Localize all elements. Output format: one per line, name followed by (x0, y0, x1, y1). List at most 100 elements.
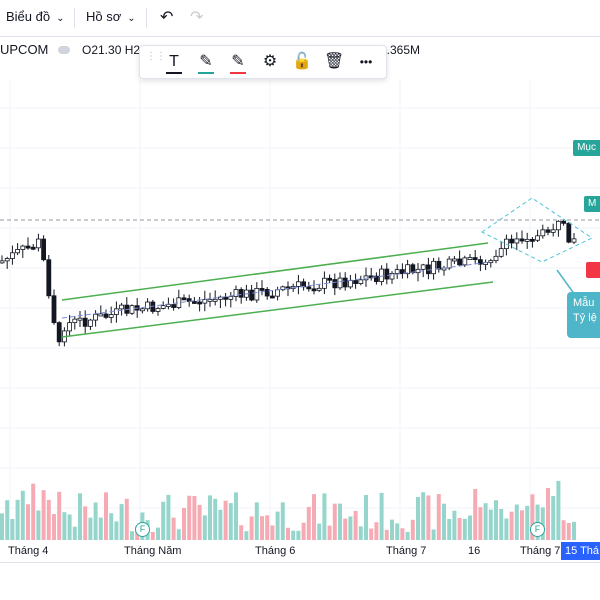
event-marker[interactable]: F (135, 522, 150, 537)
volume-bar (374, 522, 379, 540)
volume-bar (280, 502, 285, 540)
volume-bar (249, 516, 254, 540)
candle-body (82, 317, 88, 327)
candle-body (384, 268, 390, 280)
volume-bar (234, 492, 238, 540)
volume-bar (384, 529, 389, 540)
volume-bar (223, 500, 228, 540)
chart-grid (0, 80, 600, 540)
fill-color-icon[interactable]: ✎ (228, 52, 248, 74)
event-marker[interactable]: F (530, 522, 545, 537)
drawing-toolbar: ⋮⋮ T ✎ ✎ ⚙ 🔓 🗑 ••• (139, 45, 387, 79)
candle-body (15, 249, 21, 254)
volume-bar (239, 525, 244, 540)
text-tool-icon[interactable]: T (164, 52, 184, 74)
volume-bar (72, 526, 77, 540)
candle-body (275, 289, 281, 297)
candle-body (103, 313, 109, 318)
pattern-pointer-line (556, 269, 576, 296)
chart-menu-label: Biểu đồ (6, 9, 51, 24)
price-tag-mid[interactable]: M (584, 196, 600, 212)
volume-bar (421, 492, 426, 540)
volume-bar (20, 490, 25, 540)
volume-bar (426, 495, 431, 540)
candle-body (394, 269, 400, 274)
candle-body (212, 298, 218, 302)
candles (0, 220, 577, 347)
volume-bar (431, 529, 436, 540)
candle-body (488, 260, 494, 264)
drag-handle-icon[interactable]: ⋮⋮ (146, 51, 166, 62)
undo-icon[interactable]: ↶ (160, 9, 174, 26)
divider (146, 8, 147, 28)
price-tag-label: Mục (577, 142, 596, 153)
symbol-name[interactable]: UPCOM (0, 42, 49, 57)
volume-bar (301, 522, 306, 540)
volume-bar (520, 510, 524, 540)
candle-body (88, 319, 93, 327)
volume-bar (509, 511, 514, 540)
volume-bar (57, 491, 62, 540)
x-tick-label: Tháng 7 (520, 545, 561, 557)
candle-body (451, 258, 457, 262)
channel-upper-line (61, 242, 489, 301)
candle-body (431, 260, 437, 275)
candle-body (202, 299, 208, 304)
collapse-legend-icon[interactable] (58, 46, 70, 54)
candle-body (238, 289, 244, 298)
volume-bar (405, 531, 410, 540)
volume-bar (228, 503, 233, 540)
callout-line1: Mẫu (573, 297, 595, 309)
candle-body (561, 220, 566, 224)
volume-bar (286, 527, 290, 540)
pattern-callout[interactable]: Mẫu Tỷ lệ (567, 292, 600, 338)
candle-body (56, 322, 62, 343)
event-marker-label: F (534, 524, 541, 534)
volume-bar (270, 525, 275, 540)
candle-body (0, 260, 5, 264)
candle-body (119, 304, 124, 310)
trash-icon[interactable]: 🗑 (324, 53, 345, 70)
candle-body (25, 245, 31, 249)
candle-body (373, 275, 379, 282)
candle-body (566, 222, 572, 243)
volume-bar (452, 510, 457, 540)
volume-bar (488, 509, 493, 540)
volume-bar (104, 492, 108, 540)
top-bar: Biểu đồ ⌄ Hồ sơ ⌄ ↶ ↷ (0, 0, 600, 37)
candle-body (98, 313, 104, 317)
callout-line2: Tỷ lệ (573, 312, 597, 324)
candle-body (420, 264, 426, 270)
volume-bar (436, 494, 441, 540)
price-tag-stop[interactable] (586, 262, 600, 278)
volume-bar (156, 527, 160, 540)
candle-body (217, 296, 223, 300)
volume-bar (348, 516, 353, 540)
candle-body (358, 279, 364, 284)
chart-menu[interactable]: Biểu đồ ⌄ (6, 9, 64, 24)
price-tag-label: M (588, 198, 597, 209)
volume-bar (410, 519, 415, 540)
price-tag-target[interactable]: Mục (573, 140, 600, 156)
candle-body (524, 238, 530, 242)
volume-value: 2.365M (380, 43, 421, 57)
volume-bar (166, 494, 171, 540)
volume-bar (254, 502, 259, 540)
volume-bar (390, 519, 394, 540)
more-icon[interactable]: ••• (359, 55, 373, 69)
candle-body (556, 220, 561, 231)
unlock-icon[interactable]: 🔓 (292, 53, 312, 70)
x-tick-label: 16 (468, 545, 481, 557)
settings-icon[interactable]: ⚙ (262, 53, 278, 70)
channel-lower-line (61, 281, 494, 338)
x-tick-label: Tháng 4 (8, 545, 49, 557)
candle-body (535, 235, 540, 241)
candle-body (36, 238, 41, 249)
volume-bar (416, 497, 420, 540)
profile-menu[interactable]: Hồ sơ ⌄ (86, 9, 136, 24)
redo-icon[interactable]: ↷ (190, 9, 204, 26)
line-color-icon[interactable]: ✎ (196, 52, 216, 74)
volume-bar (93, 502, 98, 540)
volume-bar (119, 504, 124, 540)
